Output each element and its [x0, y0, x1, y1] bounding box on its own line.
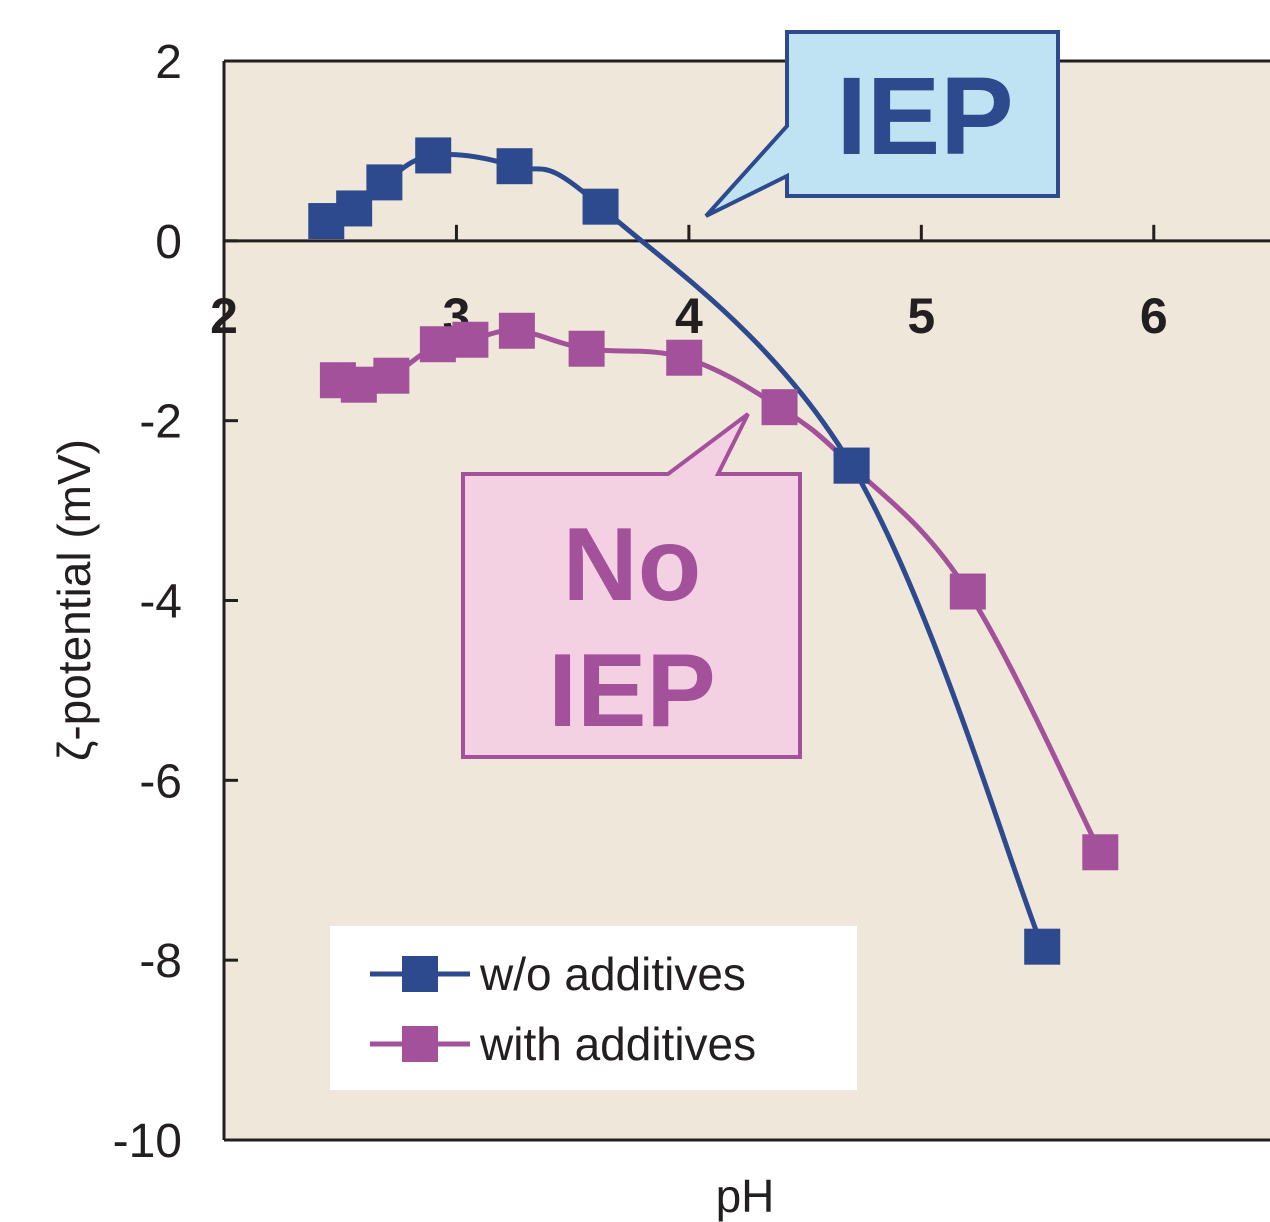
iep-callout-text: IEP [836, 55, 1013, 178]
y-tick-label: -8 [139, 935, 182, 988]
legend-box [330, 926, 857, 1090]
data-point [498, 312, 535, 349]
y-tick-label: -6 [139, 755, 182, 808]
x-axis-title: pH [716, 1170, 775, 1222]
legend-label: with additives [479, 1018, 756, 1070]
y-tick-label: 0 [155, 216, 182, 269]
legend-label: w/o additives [479, 948, 746, 1000]
y-tick-label: -4 [139, 576, 182, 629]
legend-swatch-marker [402, 956, 438, 992]
data-point [340, 366, 377, 403]
series [308, 137, 1119, 965]
y-tick-label: -2 [139, 396, 182, 449]
data-point [666, 339, 703, 376]
no-iep-callout-text: No [563, 507, 702, 623]
data-point [582, 188, 619, 225]
x-tick-label: 2 [210, 288, 238, 344]
y-axis-title: ζ-potential (mV) [48, 439, 100, 761]
data-point [419, 326, 456, 363]
data-point [568, 330, 605, 367]
no-iep-callout-box [461, 412, 802, 759]
x-tick-label: 5 [907, 288, 935, 344]
data-point [949, 573, 986, 610]
y-tick-label: -10 [113, 1115, 182, 1168]
data-point [452, 321, 489, 358]
y-tick-label: 2 [155, 36, 182, 89]
data-point [1024, 928, 1061, 965]
x-tick-label: 6 [1140, 288, 1168, 344]
iep-callout-box [704, 30, 1060, 218]
data-point [761, 389, 798, 426]
data-point [833, 447, 870, 484]
data-point [336, 190, 373, 227]
legend-swatch-marker [402, 1026, 438, 1062]
data-point [415, 137, 452, 174]
no-iep-callout-text: IEP [548, 633, 716, 749]
legend: w/o additives with additives [330, 926, 857, 1090]
data-point [366, 164, 403, 201]
data-point [1082, 834, 1119, 871]
data-point [496, 148, 533, 185]
data-point [373, 357, 410, 394]
x-tick-label: 4 [675, 288, 703, 344]
